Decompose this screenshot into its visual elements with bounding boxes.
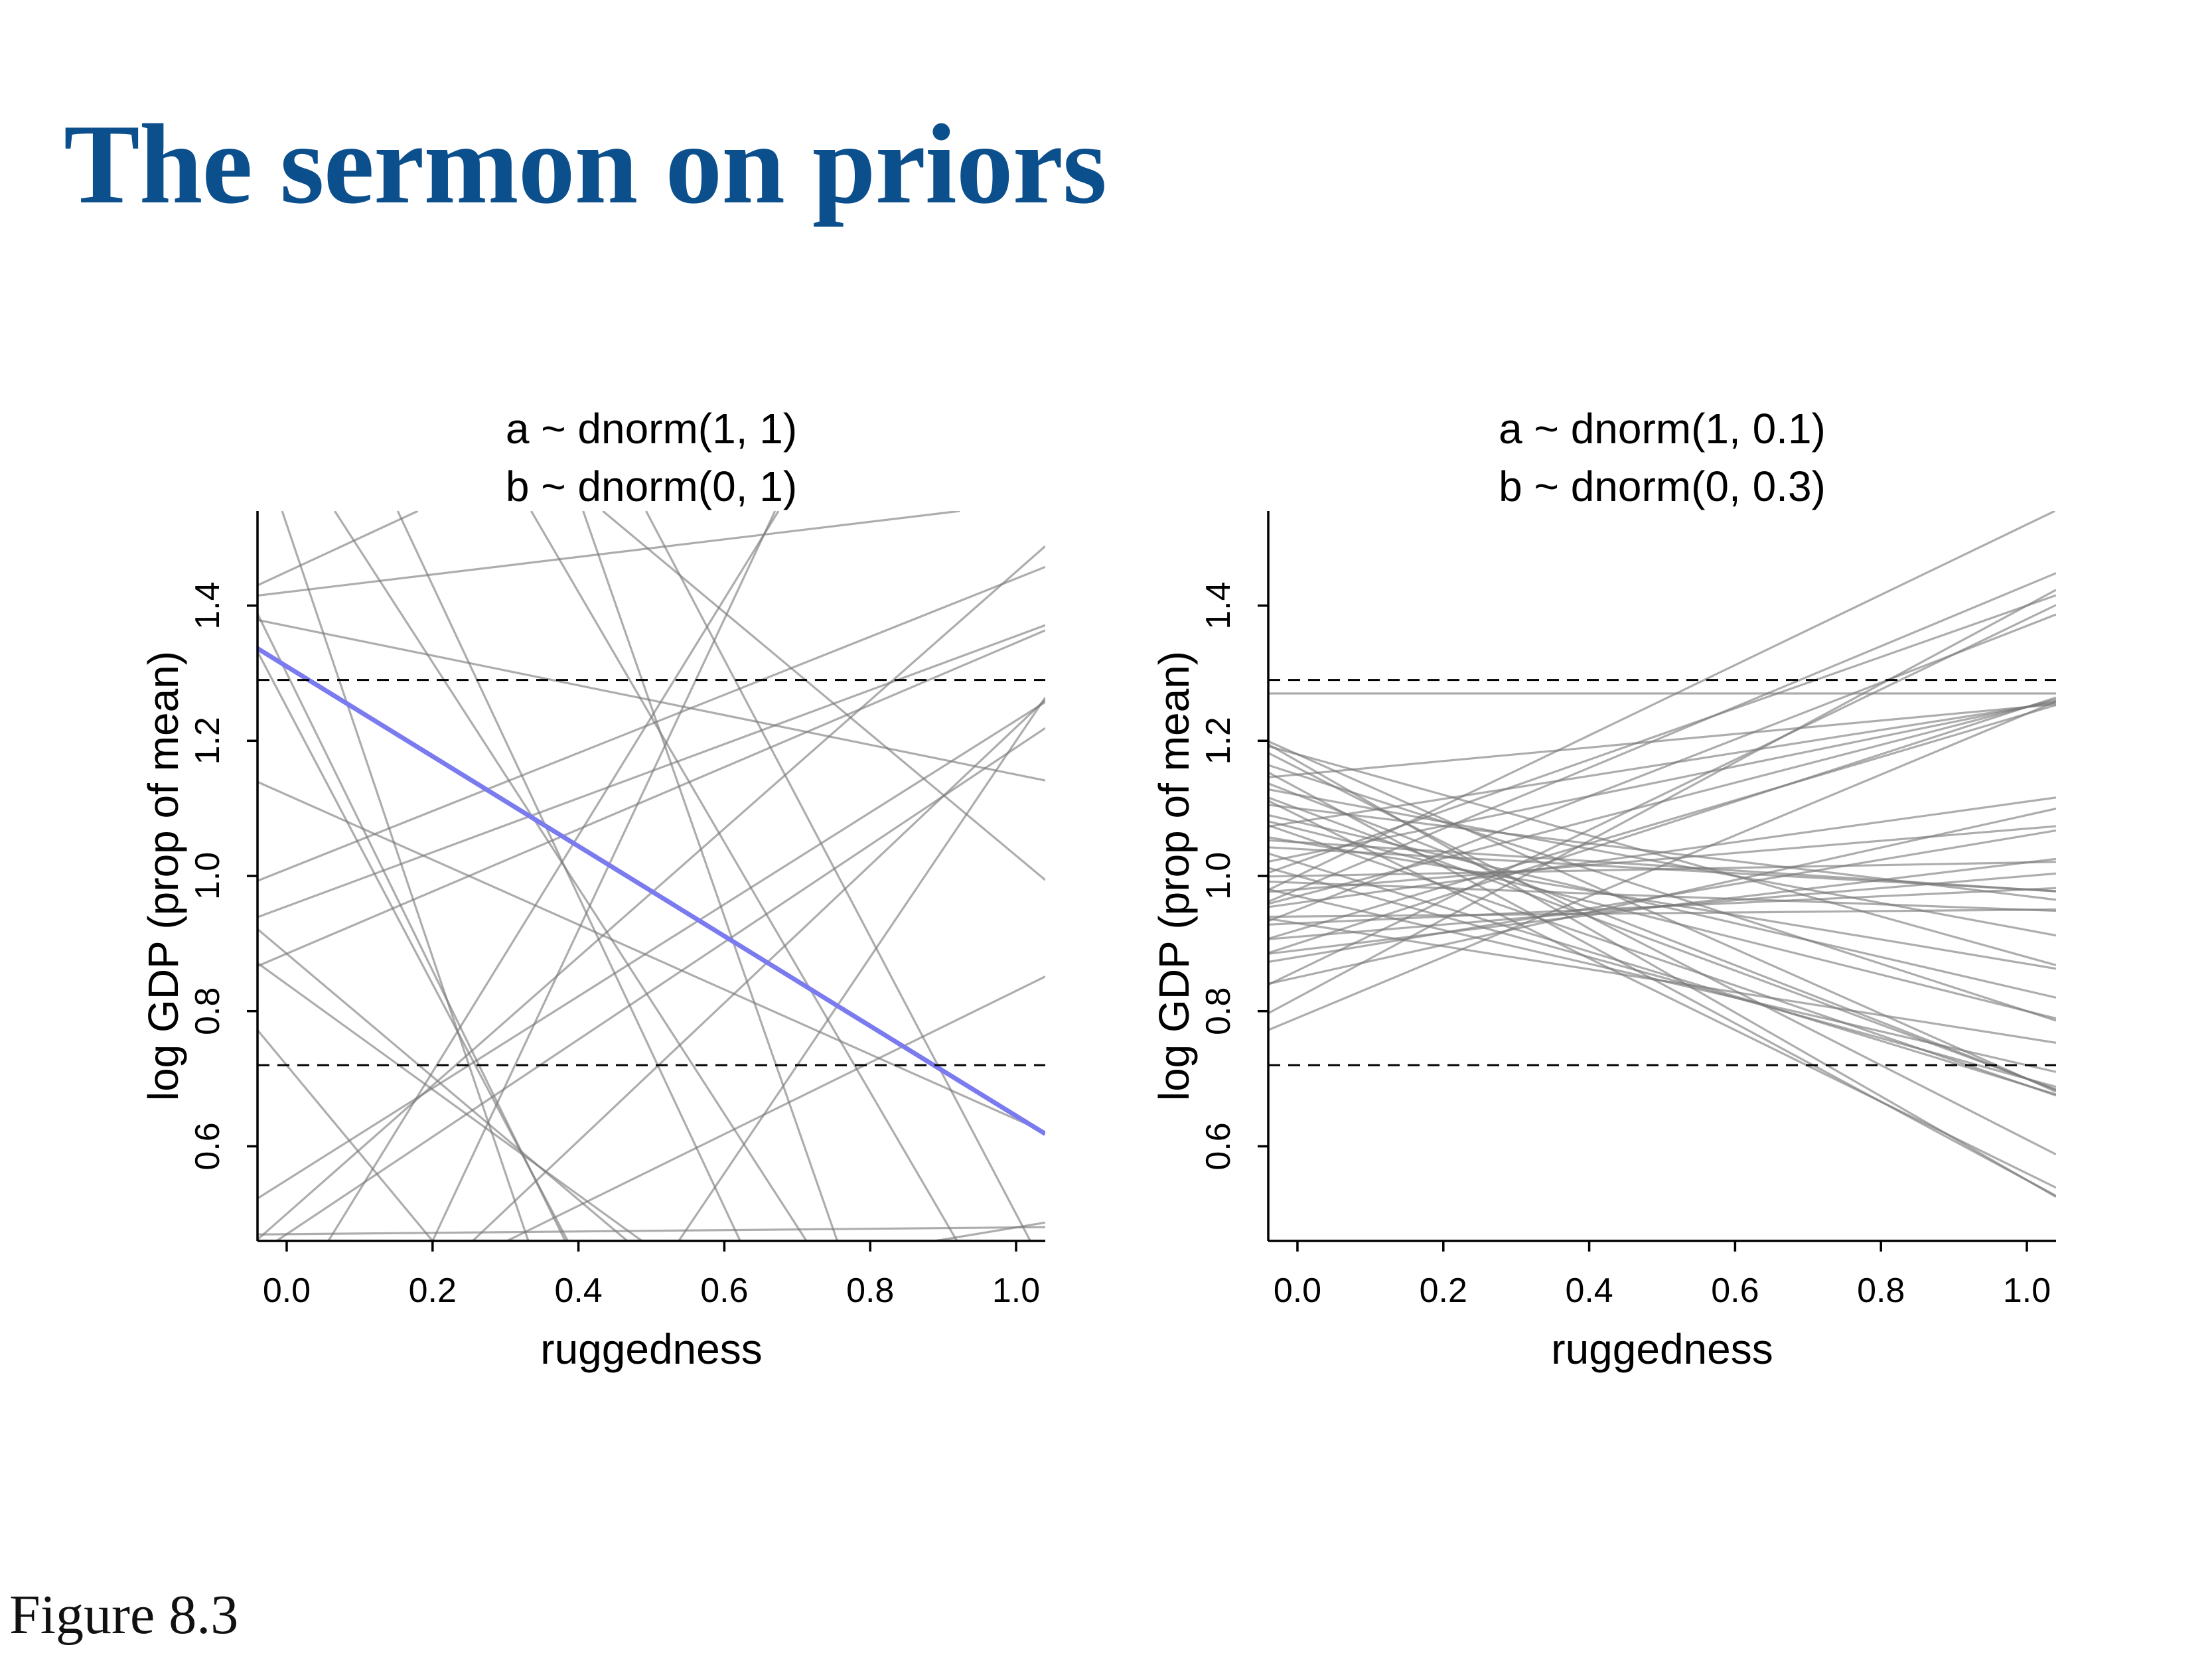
prior-line — [1268, 852, 2056, 1096]
x-tick-label: 0.6 — [1711, 1271, 1759, 1310]
prior-line — [1268, 917, 2056, 1044]
prior-line — [281, 511, 530, 1241]
prior-line — [678, 697, 1045, 1241]
highlight-line — [258, 646, 1045, 1136]
x-tick-label: 0.4 — [1565, 1271, 1613, 1310]
prior-line — [258, 962, 643, 1241]
prior-line — [258, 629, 1045, 968]
prior-line — [1268, 698, 2056, 905]
prior-line — [258, 1029, 434, 1241]
prior-line — [258, 701, 1045, 1200]
prior-line — [1268, 743, 2056, 1198]
y-tick-label: 1.4 — [1199, 581, 1238, 629]
prior-line — [327, 511, 780, 1241]
prior-line — [1268, 782, 2056, 1092]
prior-line — [934, 1221, 1045, 1241]
prior-line — [396, 511, 741, 1241]
prior-line — [1268, 788, 2056, 937]
y-tick-label: 1.0 — [188, 852, 227, 900]
y-tick-label: 1.4 — [188, 581, 227, 629]
y-tick-label: 1.0 — [1199, 852, 1238, 900]
prior-line — [1268, 745, 2056, 966]
prior-line — [1268, 867, 2056, 1088]
y-tick-label: 0.8 — [1199, 987, 1238, 1035]
chart-panel-left: 0.0 0.2 0.4 0.6 0.8 1.0 0.6 0.8 1.0 1.2 1.4 ruggedn… — [139, 405, 1045, 1373]
prior-line — [1268, 696, 2056, 954]
prior-line — [1268, 701, 2056, 828]
prior-line — [1268, 764, 2056, 1022]
x-axis-label: ruggedness — [1551, 1325, 1773, 1373]
prior-line — [258, 1226, 1045, 1236]
prior-line — [1268, 703, 2056, 940]
x-tick-label: 0.8 — [846, 1271, 894, 1310]
prior-line — [1268, 846, 2056, 893]
x-tick-label: 0.8 — [1857, 1271, 1905, 1310]
y-tick-label: 0.8 — [188, 987, 227, 1035]
x-tick-label: 0.2 — [409, 1271, 457, 1310]
prior-line — [1268, 699, 2056, 863]
prior-line — [1268, 880, 2056, 912]
prior-line — [258, 651, 569, 1241]
prior-line — [1268, 771, 2056, 1197]
x-tick-label: 0.2 — [1420, 1271, 1467, 1310]
prior-line — [258, 780, 1045, 1133]
slide-title: The sermon on priors — [64, 102, 1107, 228]
prior-line — [1268, 740, 2056, 1093]
x-tick-label: 1.0 — [2003, 1271, 2051, 1310]
prior-line — [472, 699, 1045, 1241]
prior-line — [1268, 820, 2056, 1020]
prior-line — [602, 511, 1045, 881]
x-tick-label: 0.4 — [554, 1271, 602, 1310]
chart-subtitle: b ~ dnorm(0, 1) — [506, 463, 797, 510]
prior-line — [1268, 604, 2056, 986]
y-axis-label: log GDP (prop of mean) — [139, 651, 187, 1101]
prior-line — [258, 624, 1045, 918]
plot-area — [258, 511, 1045, 1241]
prior-line — [1268, 511, 2056, 891]
plot-area — [1268, 511, 2056, 1198]
prior-line — [1268, 703, 2056, 778]
prior-line — [1268, 796, 2056, 1091]
prior-line — [506, 975, 1045, 1241]
prior-line — [1268, 836, 2056, 970]
x-tick-label: 1.0 — [992, 1271, 1040, 1310]
y-tick-label: 0.6 — [1199, 1122, 1238, 1170]
prior-line — [1268, 700, 2056, 1031]
x-tick-label: 0.6 — [700, 1271, 748, 1310]
chart-title: a ~ dnorm(1, 0.1) — [1499, 405, 1826, 453]
figure-label: Figure 8.3 — [9, 1584, 239, 1646]
prior-line — [431, 511, 776, 1241]
prior-line — [1268, 594, 2056, 874]
prior-line — [334, 511, 808, 1241]
x-axis-label: ruggedness — [540, 1325, 762, 1373]
prior-line — [1268, 857, 2056, 955]
prior-line — [258, 618, 1045, 782]
y-tick-label: 1.2 — [188, 717, 227, 764]
y-axis-label: log GDP (prop of mean) — [1150, 651, 1198, 1101]
y-tick-label: 1.2 — [1199, 717, 1238, 764]
prior-line — [530, 511, 958, 1241]
chart-panel-right: 0.0 0.2 0.4 0.6 0.8 1.0 0.6 0.8 1.0 1.2 1.4 ruggedn… — [1150, 405, 2056, 1373]
prior-line — [1268, 800, 2056, 1189]
y-tick-label: 0.6 — [188, 1122, 227, 1170]
chart-subtitle: b ~ dnorm(0, 0.3) — [1499, 463, 1826, 510]
prior-line — [258, 928, 628, 1241]
prior-line — [582, 511, 839, 1241]
prior-line — [258, 511, 960, 597]
prior-line — [275, 727, 1045, 1241]
chart-title: a ~ dnorm(1, 1) — [506, 405, 797, 453]
prior-line — [645, 511, 1031, 1241]
x-tick-label: 0.0 — [1274, 1271, 1321, 1310]
prior-line — [258, 511, 419, 587]
x-tick-label: 0.0 — [263, 1271, 311, 1310]
